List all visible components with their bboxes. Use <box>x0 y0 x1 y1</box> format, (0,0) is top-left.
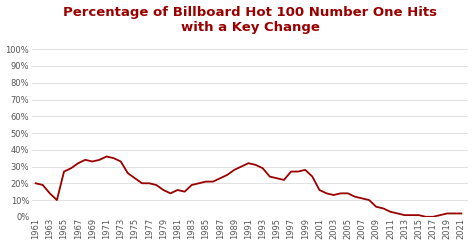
Title: Percentage of Billboard Hot 100 Number One Hits
with a Key Change: Percentage of Billboard Hot 100 Number O… <box>63 6 437 34</box>
